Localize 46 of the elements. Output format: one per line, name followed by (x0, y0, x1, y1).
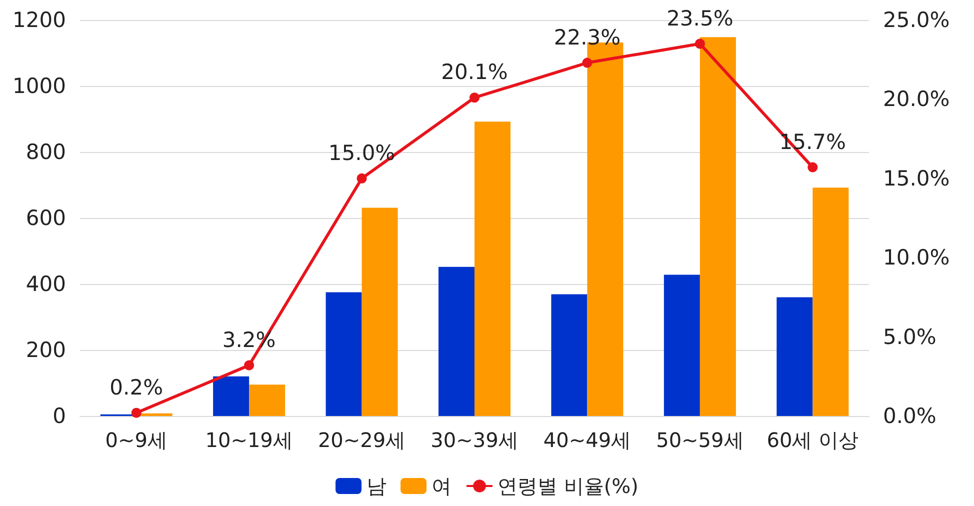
point (356, 173, 367, 184)
bar (700, 37, 736, 416)
data-label: 22.3% (554, 25, 621, 50)
y-tick-label: 1000 (12, 74, 66, 98)
point (131, 408, 142, 418)
y-tick-label: 400 (26, 272, 66, 296)
bar (812, 188, 849, 416)
y2-tick-label: 5.0% (883, 324, 936, 349)
point (582, 58, 592, 68)
x-tick-label: 20~29세 (318, 428, 406, 452)
x-tick-label: 10~19세 (205, 428, 293, 452)
x-tick-label: 0~9세 (105, 428, 168, 452)
bar (776, 297, 813, 416)
x-tick-label: 30~39세 (430, 428, 518, 452)
y2-tick-label: 15.0% (883, 166, 950, 190)
y-tick-label: 200 (26, 338, 66, 362)
y2-tick-label: 0.0% (883, 404, 936, 428)
y-tick-label: 1200 (12, 8, 66, 32)
bar (474, 122, 510, 416)
legend-label: 남 (366, 474, 387, 498)
x-tick-label: 50~59세 (656, 428, 744, 452)
bar (438, 266, 474, 416)
y2-tick-label: 25.0% (883, 8, 950, 32)
data-label: 23.5% (666, 6, 734, 30)
bar (664, 274, 700, 416)
data-label: 20.1% (441, 60, 508, 84)
bar (362, 208, 398, 416)
x-tick-label: 40~49세 (543, 428, 632, 452)
bar (249, 384, 286, 416)
bar (213, 376, 250, 416)
y-tick-label: 0 (52, 404, 66, 428)
point (470, 92, 480, 103)
point (694, 38, 705, 49)
bar (326, 292, 362, 416)
point (244, 360, 254, 370)
x-tick-label: 60세 이상 (766, 428, 859, 452)
legend-label: 여 (432, 474, 452, 498)
y2-tick-label: 10.0% (883, 246, 950, 270)
y-tick-label: 600 (26, 206, 66, 230)
bar (551, 294, 588, 416)
y2-tick-label: 20.0% (883, 87, 950, 112)
y-tick-label: 800 (26, 140, 66, 164)
data-label: 0.2% (110, 375, 164, 400)
legend-label: 연령별 비율(%) (498, 474, 638, 498)
data-label: 15.0% (328, 140, 396, 165)
point (808, 162, 818, 172)
